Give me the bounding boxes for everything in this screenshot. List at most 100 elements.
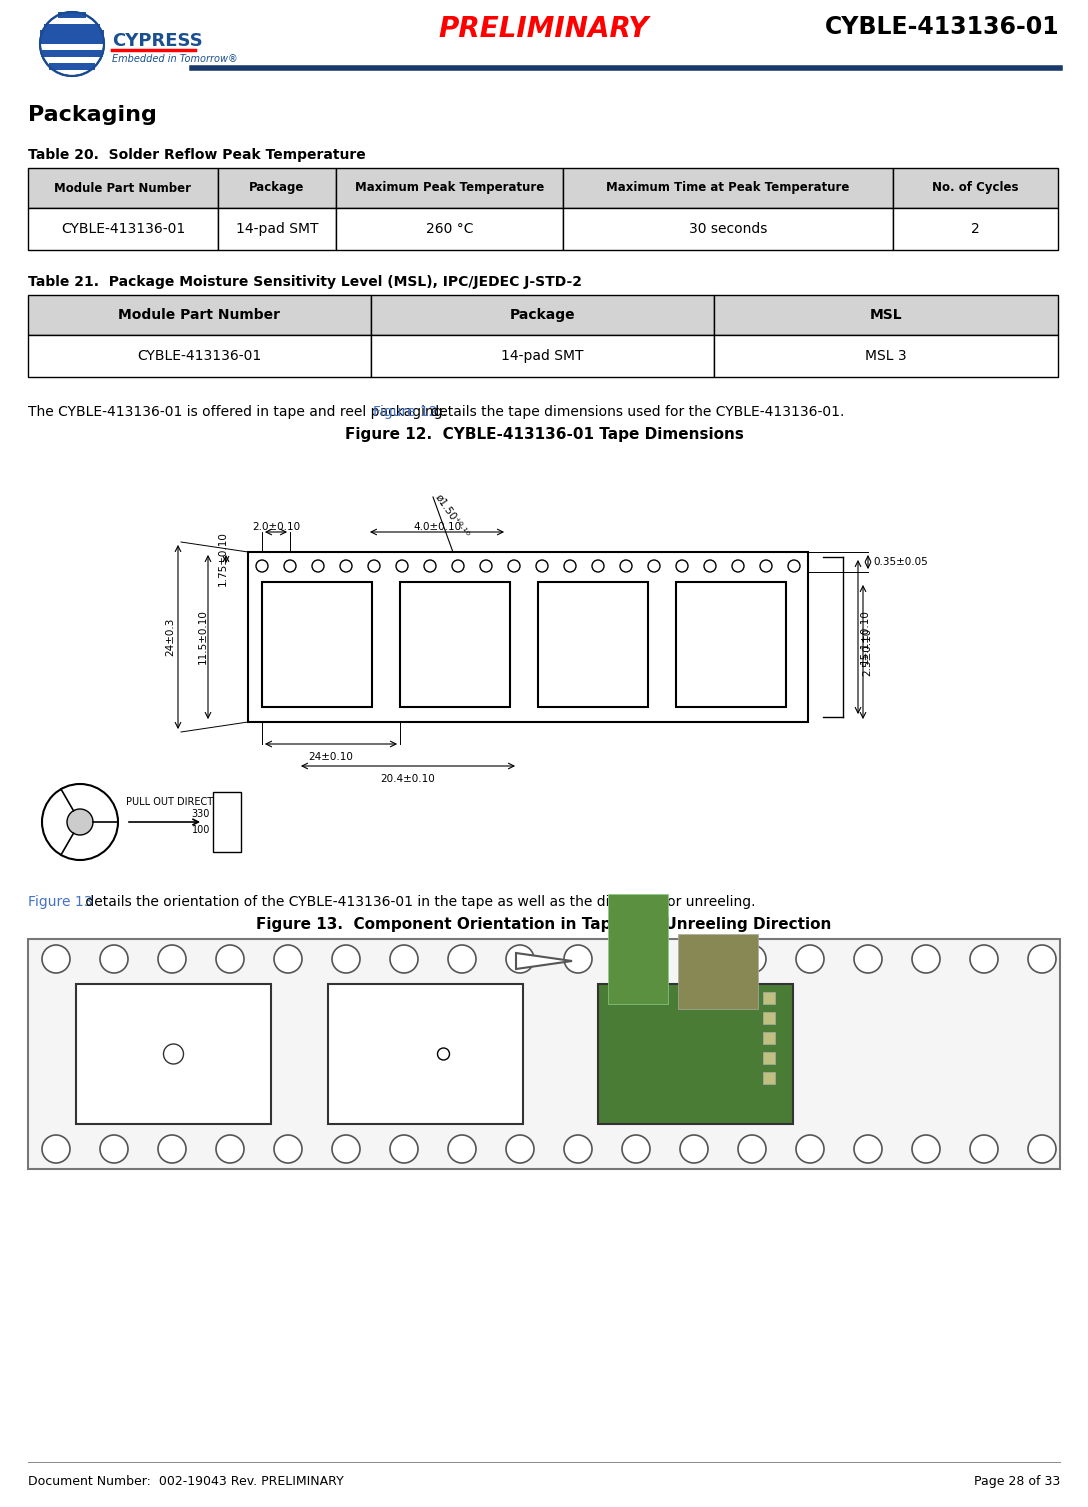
Text: of: of — [400, 1044, 426, 1064]
Circle shape — [448, 1135, 477, 1163]
Circle shape — [536, 561, 548, 573]
Text: Maximum Time at Peak Temperature: Maximum Time at Peak Temperature — [606, 181, 850, 194]
Bar — [40, 30, 103, 36]
Bar — [45, 24, 100, 32]
Text: 0.35±0.05: 0.35±0.05 — [873, 558, 928, 567]
Text: Page 28 of 33: Page 28 of 33 — [974, 1475, 1060, 1487]
Text: 30 seconds: 30 seconds — [689, 222, 767, 237]
Circle shape — [732, 561, 744, 573]
Circle shape — [42, 784, 118, 860]
Bar — [714, 295, 1058, 335]
Bar — [371, 295, 714, 335]
Circle shape — [312, 561, 324, 573]
Circle shape — [680, 945, 708, 974]
Text: Table 20.  Solder Reflow Peak Temperature: Table 20. Solder Reflow Peak Temperature — [28, 148, 366, 161]
Circle shape — [42, 1135, 70, 1163]
Circle shape — [680, 1135, 708, 1163]
Circle shape — [761, 561, 772, 573]
Circle shape — [256, 561, 268, 573]
Text: 15.1±0.10: 15.1±0.10 — [860, 609, 870, 665]
Bar — [218, 167, 336, 208]
Text: 14-pad SMT: 14-pad SMT — [236, 222, 319, 237]
Bar — [327, 984, 523, 1124]
Bar — [763, 1071, 775, 1084]
Circle shape — [912, 945, 940, 974]
Circle shape — [274, 945, 302, 974]
Circle shape — [100, 1135, 128, 1163]
Text: MSL 3: MSL 3 — [865, 350, 906, 363]
Circle shape — [704, 561, 716, 573]
Bar — [28, 167, 218, 208]
Circle shape — [970, 945, 998, 974]
Bar — [28, 208, 218, 250]
Text: 260 °C: 260 °C — [425, 222, 473, 237]
Circle shape — [1028, 1135, 1056, 1163]
Text: Package: Package — [509, 307, 576, 322]
Text: 4.0±0.10: 4.0±0.10 — [413, 521, 461, 532]
Circle shape — [100, 945, 128, 974]
Text: CYBLE-413136-01: CYBLE-413136-01 — [61, 222, 185, 237]
Circle shape — [424, 561, 436, 573]
Bar — [562, 208, 893, 250]
Text: Packaging: Packaging — [28, 105, 157, 125]
Text: 330: 330 — [191, 809, 210, 818]
Bar — [262, 582, 372, 707]
Circle shape — [437, 1047, 449, 1059]
Circle shape — [396, 561, 408, 573]
Text: Embedded in Tomorrow®: Embedded in Tomorrow® — [112, 54, 238, 63]
Text: CYPRESS: CYPRESS — [112, 32, 202, 50]
Bar — [213, 793, 242, 851]
Text: Figure 12.  CYBLE-413136-01 Tape Dimensions: Figure 12. CYBLE-413136-01 Tape Dimensio… — [345, 426, 743, 442]
Circle shape — [158, 945, 186, 974]
Bar — [893, 208, 1058, 250]
Circle shape — [592, 561, 604, 573]
Text: 14-pad SMT: 14-pad SMT — [502, 350, 584, 363]
Bar — [28, 295, 371, 335]
Bar — [248, 552, 808, 722]
Text: Figure 13.  Component Orientation in Tape and Unreeling Direction: Figure 13. Component Orientation in Tape… — [257, 916, 831, 931]
Bar — [893, 167, 1058, 208]
Circle shape — [564, 945, 592, 974]
Circle shape — [217, 1135, 244, 1163]
Bar — [598, 984, 793, 1124]
Circle shape — [42, 945, 70, 974]
Circle shape — [854, 1135, 882, 1163]
Circle shape — [1028, 945, 1056, 974]
Text: Package: Package — [249, 181, 305, 194]
Bar — [676, 582, 786, 707]
Circle shape — [564, 561, 576, 573]
Text: PRELIMINARY: PRELIMINARY — [438, 15, 650, 44]
Text: Table 21.  Package Moisture Sensitivity Level (MSL), IPC/JEDEC J-STD-2: Table 21. Package Moisture Sensitivity L… — [28, 274, 582, 289]
Circle shape — [738, 1135, 766, 1163]
Bar — [58, 12, 86, 18]
Circle shape — [506, 1135, 534, 1163]
Text: 100: 100 — [191, 824, 210, 835]
Text: Module Part Number: Module Part Number — [119, 307, 281, 322]
Circle shape — [339, 561, 353, 573]
Circle shape — [738, 945, 766, 974]
Circle shape — [284, 561, 296, 573]
Text: ø1.50⁺⁰⋅¹⁰: ø1.50⁺⁰⋅¹⁰ — [433, 491, 470, 540]
Bar — [678, 934, 758, 1010]
Circle shape — [390, 945, 418, 974]
Text: PULL OUT DIRECTION: PULL OUT DIRECTION — [126, 797, 231, 808]
Bar — [763, 1013, 775, 1023]
Polygon shape — [516, 952, 572, 969]
Circle shape — [854, 945, 882, 974]
Text: MSL: MSL — [869, 307, 902, 322]
Circle shape — [448, 945, 477, 974]
Circle shape — [480, 561, 492, 573]
Text: details the tape dimensions used for the CYBLE-413136-01.: details the tape dimensions used for the… — [425, 405, 844, 419]
Bar — [763, 1052, 775, 1064]
Circle shape — [368, 561, 380, 573]
Bar — [371, 335, 714, 377]
Text: 20.4±0.10: 20.4±0.10 — [381, 775, 435, 784]
Circle shape — [158, 1135, 186, 1163]
Bar — [218, 208, 336, 250]
Text: Module Part Number: Module Part Number — [54, 181, 191, 194]
Bar — [49, 63, 95, 69]
Circle shape — [163, 1044, 184, 1064]
Circle shape — [217, 945, 244, 974]
Circle shape — [67, 809, 92, 835]
Bar — [336, 208, 562, 250]
